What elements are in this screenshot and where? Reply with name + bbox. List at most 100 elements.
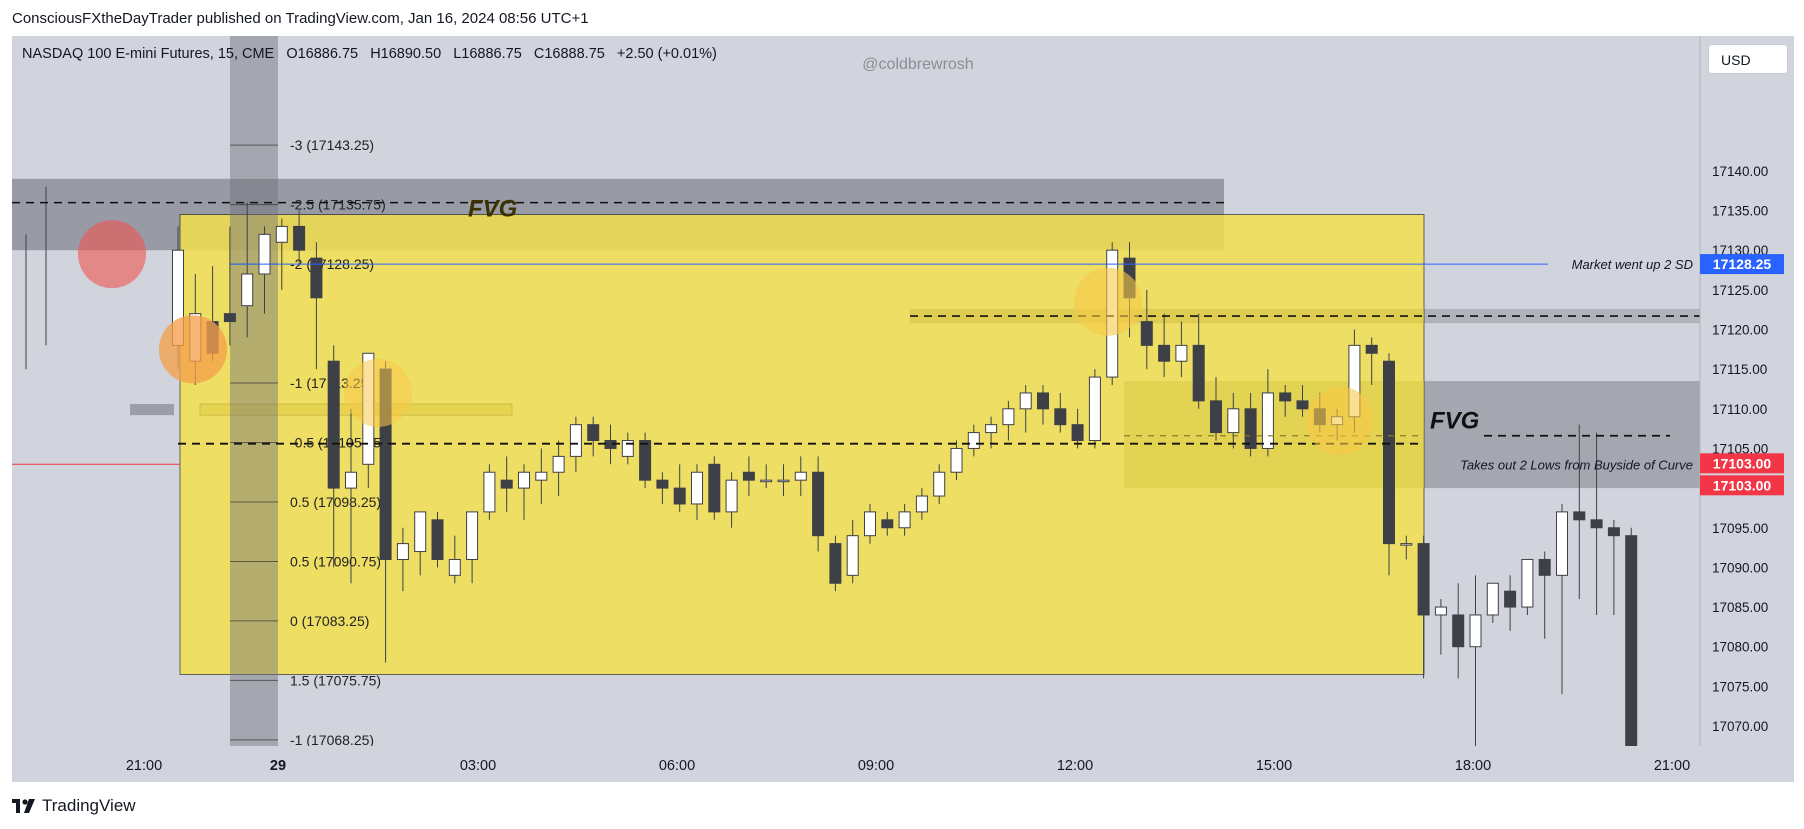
candle-body [1175, 344, 1188, 362]
tradingview-logo[interactable]: TradingView [12, 796, 136, 816]
candle-body [345, 471, 357, 489]
price-badge-blue: 17128.25 [1700, 254, 1784, 275]
bear-candle [1140, 289, 1153, 370]
price-tick-label: 17115.00 [1712, 362, 1767, 377]
bull-candle [518, 464, 530, 520]
bear-candle [1573, 424, 1586, 600]
candle-body [327, 360, 340, 489]
bear-candle [1037, 385, 1049, 425]
bear-candle [1054, 392, 1067, 433]
price-tick-label: 17095.00 [1712, 521, 1768, 536]
bull-candle [846, 519, 859, 584]
bear-candle [1607, 519, 1620, 615]
fib-label: 0.5 (17090.75) [290, 553, 381, 569]
candle-body [933, 471, 946, 497]
candle-body [673, 487, 686, 505]
price-tick-label: 17080.00 [1712, 640, 1768, 655]
yellow-zone-overlap [1124, 381, 1424, 489]
candle-body [1417, 543, 1430, 616]
price-tick-label: 17070.00 [1712, 719, 1768, 734]
bear-candle [742, 456, 755, 497]
yellow-circle-right [1306, 386, 1374, 455]
candle-body [881, 519, 894, 529]
fvg-label-right: FVG [1430, 408, 1479, 435]
bear-candle [1071, 408, 1084, 449]
price-badge-label: 17103.00 [1713, 477, 1772, 493]
bear-candle [327, 345, 340, 568]
fib-label: 0 (17083.25) [290, 613, 369, 629]
candle-body [898, 511, 911, 529]
candle-body [1054, 408, 1067, 426]
bull-candle [535, 448, 548, 504]
candle-body [915, 495, 928, 513]
candle-body [639, 440, 652, 481]
price-tick-label: 17120.00 [1712, 323, 1768, 338]
bear-candle [1590, 432, 1603, 615]
session-band [230, 36, 278, 746]
candle-body [569, 424, 582, 457]
bull-candle [241, 202, 254, 338]
overlay-layer: FVG FVG Market went up 2 SD Takes out 2 Low… [12, 196, 1700, 472]
tradingview-brand: TradingView [42, 796, 136, 815]
time-tick-label: 21:00 [1654, 758, 1690, 774]
candle-body [1400, 543, 1413, 546]
candle-body [1227, 408, 1240, 434]
candle-body [1607, 527, 1620, 537]
time-tick-label: 03:00 [460, 758, 496, 774]
bear-candle [673, 464, 686, 512]
bear-candle [1383, 353, 1395, 576]
bull-candle [258, 226, 271, 314]
candle-body [1452, 614, 1465, 648]
symbol-name: NASDAQ 100 E-mini Futures, 15, CME [22, 46, 275, 62]
candle-body [483, 471, 496, 513]
symbol-legend: NASDAQ 100 E-mini Futures, 15, CME O1688… [22, 46, 717, 62]
bear-candle [1158, 313, 1171, 378]
price-badge-bg [1700, 254, 1784, 275]
time-tick-label: 21:00 [126, 758, 162, 774]
fib-label: 1.5 (17075.75) [290, 672, 381, 688]
bull-candle [1556, 503, 1568, 695]
candle-body [1486, 582, 1499, 616]
price-badge-label: 17103.00 [1713, 455, 1772, 471]
candle-body [794, 471, 807, 481]
tradingview-logo-icon [12, 799, 35, 813]
time-tick-label: 15:00 [1256, 758, 1292, 774]
candle-body [431, 519, 444, 560]
candle-body [725, 479, 738, 513]
candle-body [1434, 606, 1447, 616]
bull-candle [794, 456, 807, 497]
market-note: Market went up 2 SD [1572, 257, 1693, 272]
price-tick-label: 17135.00 [1712, 204, 1768, 219]
candle-body [1469, 614, 1482, 648]
candle-body [396, 543, 409, 560]
candle-body [1383, 360, 1395, 545]
candle-body [275, 225, 288, 243]
currency-button[interactable]: USD [1708, 44, 1788, 74]
candle-body [1590, 519, 1603, 529]
candle-body [846, 535, 859, 576]
bear-candle [829, 535, 842, 592]
bull-candle [1227, 392, 1240, 449]
price-tick-label: 17105.00 [1712, 441, 1768, 456]
bear-candle [1279, 385, 1292, 417]
candle-body [708, 463, 721, 513]
candle-body [621, 440, 634, 457]
price-tick-label: 17125.00 [1712, 283, 1768, 298]
bull-candle [396, 527, 409, 592]
candle-body [950, 447, 963, 473]
bull-candle [933, 464, 946, 504]
candle-body [985, 424, 998, 434]
bull-candle [1400, 535, 1413, 560]
candle-body [587, 424, 600, 442]
bear-candle [656, 472, 669, 504]
bear-candle [812, 456, 825, 552]
red-circle-top [78, 220, 146, 289]
candle-body [1037, 392, 1049, 410]
candle-body [967, 432, 980, 449]
candle-body [742, 471, 755, 481]
candle-body [1002, 408, 1015, 426]
candle-body [1296, 400, 1309, 410]
candle-body [1504, 590, 1517, 608]
bull-candle [275, 218, 288, 290]
